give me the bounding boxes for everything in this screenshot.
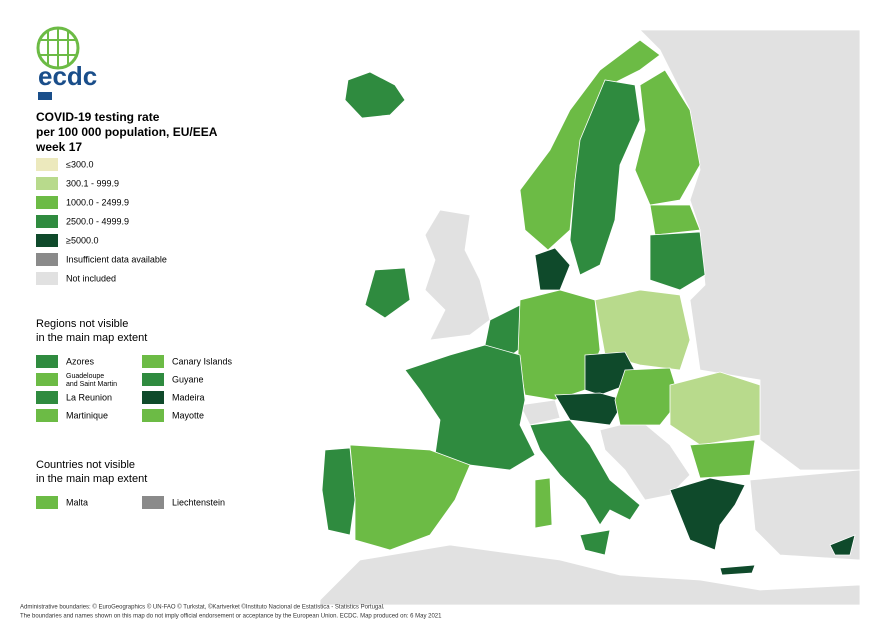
legend-swatch	[36, 272, 58, 285]
region-label: Canary Islands	[172, 356, 233, 366]
footer-line: Administrative boundaries: © EuroGeograp…	[20, 604, 385, 611]
legend-title: week 17	[35, 140, 82, 154]
region-swatch	[36, 391, 58, 404]
region-label: and Saint Martin	[66, 381, 117, 388]
logo-text: ecdc	[38, 61, 97, 91]
uk	[424, 209, 491, 341]
legend-label: 1000.0 - 2499.9	[66, 197, 129, 207]
balkans	[599, 419, 691, 501]
legend-label: ≤300.0	[66, 159, 93, 169]
portugal	[321, 447, 356, 536]
denmark	[534, 247, 571, 291]
region-label: Mayotte	[172, 410, 204, 420]
lithuania	[649, 231, 706, 291]
ireland	[364, 267, 411, 319]
legend-label: Not included	[66, 273, 116, 283]
spain	[349, 444, 471, 551]
bulgaria	[689, 439, 756, 479]
region-swatch	[142, 391, 164, 404]
north-africa	[319, 544, 861, 606]
region-label: Madeira	[172, 392, 205, 402]
legend-swatch	[36, 234, 58, 247]
region-label: Liechtenstein	[172, 497, 225, 507]
sicily	[579, 529, 611, 556]
section-title: in the main map extent	[36, 332, 147, 344]
turkey	[749, 469, 861, 561]
legend-swatch	[36, 177, 58, 190]
region-swatch	[36, 496, 58, 509]
region-label: Azores	[66, 356, 95, 366]
legend-swatch	[36, 196, 58, 209]
sardinia	[534, 477, 553, 529]
benelux	[484, 304, 526, 361]
legend-swatch	[36, 215, 58, 228]
region-swatch	[36, 409, 58, 422]
italy	[529, 419, 641, 526]
footer-line: The boundaries and names shown on this m…	[20, 614, 442, 620]
logo: ecdc	[36, 26, 97, 100]
region-swatch	[36, 355, 58, 368]
region-label: Martinique	[66, 410, 108, 420]
region-swatch	[36, 373, 58, 386]
finland	[634, 69, 701, 206]
region-swatch	[142, 496, 164, 509]
iceland	[344, 71, 406, 119]
legend-label: ≥5000.0	[66, 235, 98, 245]
sweden	[569, 79, 641, 276]
region-label: Guyane	[172, 374, 204, 384]
legend-label: 2500.0 - 4999.9	[66, 216, 129, 226]
legend-label: 300.1 - 999.9	[66, 178, 119, 188]
region-label: Malta	[66, 497, 88, 507]
switzerland	[519, 399, 561, 426]
legend-title: COVID-19 testing rate	[36, 110, 160, 124]
region-label: Guadeloupe	[66, 373, 104, 380]
region-swatch	[142, 373, 164, 386]
romania	[669, 371, 761, 446]
legend-label: Insufficient data available	[66, 254, 167, 264]
section-title: Countries not visible	[36, 459, 135, 471]
region-label: La Reunion	[66, 392, 112, 402]
crete	[719, 564, 756, 576]
region-swatch	[142, 409, 164, 422]
slovakia-hungary	[614, 367, 681, 426]
region-swatch	[142, 355, 164, 368]
greece	[669, 477, 746, 551]
section-title: in the main map extent	[36, 473, 147, 485]
legend-swatch	[36, 158, 58, 171]
footer: Administrative boundaries: © EuroGeograp…	[20, 604, 442, 620]
eu-flag	[38, 92, 52, 100]
norway	[519, 39, 661, 251]
cyprus	[829, 534, 856, 556]
legend-swatch	[36, 253, 58, 266]
logo-grid	[40, 28, 76, 68]
france	[404, 344, 536, 471]
section-title: Regions not visible	[36, 318, 128, 330]
map	[319, 29, 861, 606]
estonia-latvia	[649, 204, 701, 236]
legend-title: per 100 000 population, EU/EEA	[36, 125, 218, 139]
